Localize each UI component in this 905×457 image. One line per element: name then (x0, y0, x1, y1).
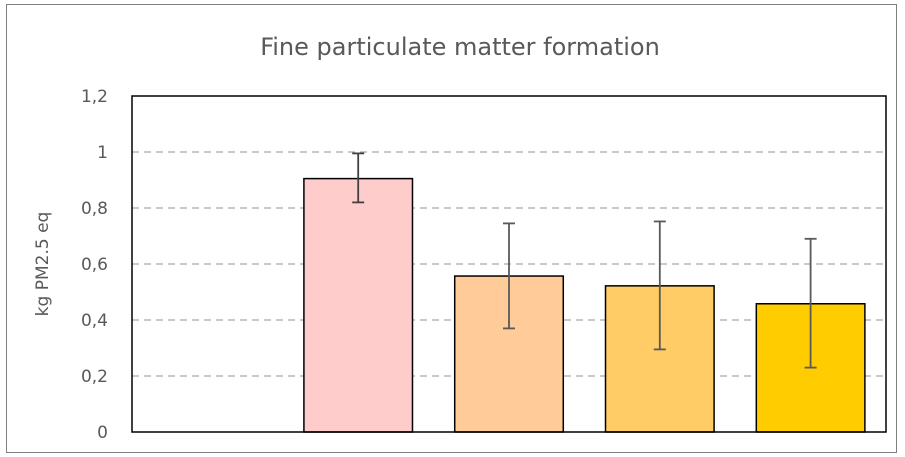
y-tick-label: 0,8 (81, 199, 108, 219)
error-bar-2 (503, 222, 515, 330)
y-axis-label: kg PM2.5 eq (33, 212, 53, 317)
error-bar-3 (653, 220, 666, 351)
bar-1 (303, 177, 414, 433)
plot-area-border (131, 95, 887, 433)
y-tick-label: 1 (97, 143, 108, 163)
y-tick-label: 1,2 (81, 87, 108, 107)
y-axis-ticks: 0 0,2 0,4 0,6 0,8 1 1,2 (81, 87, 108, 443)
bars (303, 177, 866, 433)
error-bars (352, 152, 817, 369)
y-tick-label: 0 (97, 423, 108, 443)
y-tick-label: 0,4 (81, 311, 108, 331)
y-tick-label: 0,2 (81, 367, 108, 387)
error-bar-4 (804, 237, 817, 369)
chart-title: Fine particulate matter formation (260, 33, 660, 61)
y-tick-label: 0,6 (81, 255, 108, 275)
chart-frame (6, 4, 897, 453)
error-bar-1 (352, 152, 365, 204)
